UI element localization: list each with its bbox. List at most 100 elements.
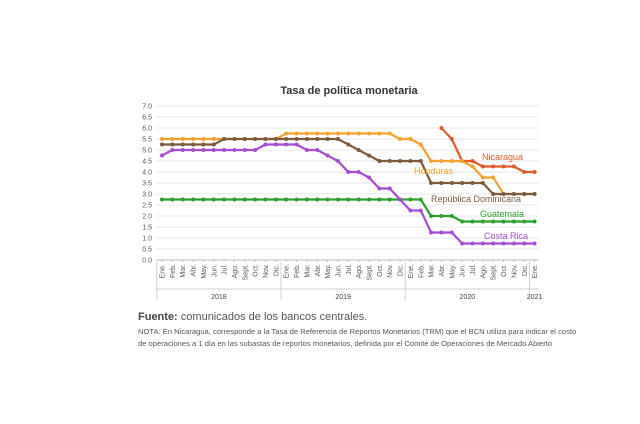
data-point [418,197,423,202]
data-point [170,197,175,202]
x-tick-label: Mar. [429,264,436,278]
data-point [201,142,206,147]
data-point [398,159,403,163]
data-point [532,170,537,174]
x-tick-label: Ene. [408,264,415,278]
data-point [418,142,423,147]
data-point [356,197,361,202]
x-tick-label: Oct. [253,264,260,277]
data-point [191,137,196,141]
data-point [408,159,413,163]
data-point [273,142,278,147]
data-point [522,192,527,196]
source-line: Fuente: comunicados de los bancos centra… [138,311,367,323]
data-point [418,208,423,213]
data-point [470,181,475,185]
data-point [480,181,485,185]
data-point [367,175,371,180]
x-tick-label: Sept. [367,264,374,280]
y-tick-label: 2.5 [142,203,152,210]
data-point [480,164,485,169]
data-point [160,137,164,141]
data-point [532,219,537,224]
data-point [470,164,475,169]
series-label: República Dominicana [431,194,521,204]
source-label: Fuente: [138,311,178,323]
data-point [284,137,289,141]
x-tick-label: Feb. [418,264,425,278]
data-point [170,142,175,147]
x-tick-label: Dic. [398,264,405,276]
data-point [263,197,268,202]
series-label: Costa Rica [484,231,528,241]
data-point [460,241,465,246]
x-tick-label: Nov. [387,264,394,278]
data-point [191,142,196,147]
data-point [522,219,527,224]
data-point [429,214,434,218]
x-tick-label: Ago. [232,264,239,278]
data-point [335,131,340,136]
data-point [160,142,164,147]
x-tick-label: Ago. [480,264,487,278]
data-point [315,148,320,152]
year-label: 2020 [460,294,476,301]
year-label: 2019 [335,294,351,301]
x-tick-label: Ene. [160,264,167,278]
data-point [511,192,516,196]
data-point [532,192,537,196]
x-tick-label: Sept. [491,264,498,280]
data-point [211,142,216,147]
data-point [284,131,289,136]
series-label: Guatemala [480,209,524,219]
data-point [408,137,413,141]
data-point [367,131,371,136]
data-point [449,159,454,163]
data-point [449,181,454,185]
x-tick-label: Ene. [284,264,291,278]
x-tick-label: Nov. [511,264,518,278]
data-point [429,230,434,235]
x-tick-label: Abr. [439,264,446,277]
data-point [408,208,413,213]
data-point [387,197,392,202]
data-point [325,131,330,136]
x-tick-label: May. [449,264,456,279]
y-tick-label: 5.5 [142,137,152,144]
data-point [346,170,351,174]
data-point [180,142,185,147]
data-point [398,197,403,202]
series-line-república-dominicana [162,137,535,196]
data-point [222,137,227,141]
data-point [480,175,485,180]
y-tick-label: 0.5 [142,247,152,254]
x-tick-label: Mar. [180,264,187,278]
y-tick-label: 1.0 [142,236,152,243]
data-point [325,197,330,202]
data-point [232,197,237,202]
data-point [491,219,496,224]
data-point [511,219,516,224]
data-point [180,197,185,202]
series-label: Honduras [414,166,454,176]
data-point [387,131,392,136]
data-point [439,126,444,130]
data-point [449,214,454,218]
data-point [439,181,444,185]
year-label: 2018 [211,294,227,301]
data-point [501,219,506,224]
x-tick-label: Jul. [346,264,353,275]
data-point [222,148,227,152]
data-point [377,186,382,191]
data-point [511,241,516,246]
data-point [304,137,309,141]
data-point [449,230,454,235]
data-point [387,159,392,163]
x-tick-label: Abr. [315,264,322,277]
data-point [367,197,371,202]
data-point [315,197,320,202]
y-tick-label: 5.0 [142,148,152,155]
data-point [253,137,258,141]
data-point [335,137,340,141]
x-tick-label: May. [325,264,332,279]
